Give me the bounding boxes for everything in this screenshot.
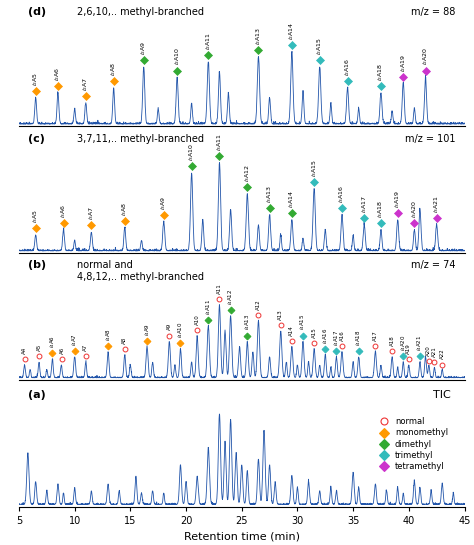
Text: $i_2$A18: $i_2$A18 [376, 63, 385, 81]
Text: A7: A7 [83, 344, 88, 351]
Text: $i_3$A15: $i_3$A15 [310, 159, 319, 177]
Text: $i_2$A11: $i_2$A11 [204, 32, 213, 50]
Text: $i_3$A5: $i_3$A5 [31, 209, 40, 223]
Text: $i_3$A6: $i_3$A6 [59, 204, 68, 218]
Text: $i_4$A17: $i_4$A17 [332, 330, 341, 346]
Text: $i_3$A18: $i_3$A18 [376, 199, 385, 218]
Text: m/z = 88: m/z = 88 [411, 7, 456, 17]
Text: $i_2$A16: $i_2$A16 [343, 57, 352, 76]
Text: $i_3$A14: $i_3$A14 [287, 189, 296, 208]
Text: $i_3$A19: $i_3$A19 [393, 189, 402, 208]
Text: (b): (b) [28, 261, 46, 270]
Text: A20: A20 [427, 346, 431, 356]
Text: $i_2$A10: $i_2$A10 [173, 47, 182, 65]
Text: (c): (c) [28, 134, 45, 143]
Text: $i_2$A6: $i_2$A6 [54, 66, 63, 81]
Text: $i_3$A8: $i_3$A8 [120, 202, 129, 216]
Text: 3,7,11,.. methyl-branched: 3,7,11,.. methyl-branched [77, 134, 204, 143]
Text: 2,6,10,.. methyl-branched: 2,6,10,.. methyl-branched [77, 7, 204, 17]
Text: (d): (d) [28, 7, 46, 17]
Text: $i_2$A19: $i_2$A19 [399, 53, 408, 71]
Text: $i_2$A7: $i_2$A7 [82, 77, 90, 91]
Text: A22: A22 [440, 349, 445, 359]
Text: $i_4$A10: $i_4$A10 [176, 321, 185, 338]
Text: $i_4$A18: $i_4$A18 [354, 329, 363, 346]
Text: $i_4$A13: $i_4$A13 [243, 314, 252, 330]
Text: normal and
4,8,12,.. methyl-branched: normal and 4,8,12,.. methyl-branched [77, 261, 204, 282]
Text: A16: A16 [339, 330, 345, 341]
Text: A19: A19 [406, 343, 411, 354]
Text: A21: A21 [432, 347, 437, 358]
Legend: normal, monomethyl, dimethyl, trimethyl, tetramethyl: normal, monomethyl, dimethyl, trimethyl,… [373, 414, 451, 474]
Text: $i_2$A14: $i_2$A14 [287, 21, 296, 40]
Text: A15: A15 [311, 327, 317, 338]
Text: (a): (a) [28, 390, 46, 399]
Text: $i_4$A11: $i_4$A11 [204, 299, 213, 315]
Text: $i_3$A21: $i_3$A21 [432, 195, 441, 213]
Text: $i_4$A12: $i_4$A12 [226, 288, 235, 305]
Text: A5: A5 [36, 344, 42, 351]
Text: $i_3$A12: $i_3$A12 [243, 164, 252, 182]
Text: A17: A17 [373, 330, 378, 341]
Text: A12: A12 [256, 299, 261, 310]
Text: A6: A6 [60, 347, 65, 354]
Text: $i_4$A8: $i_4$A8 [104, 328, 112, 341]
Text: $i_2$A20: $i_2$A20 [421, 47, 430, 65]
X-axis label: Retention time (min): Retention time (min) [184, 531, 300, 541]
Text: $i_4$A20: $i_4$A20 [399, 335, 408, 351]
Text: $i_4$A7: $i_4$A7 [70, 333, 79, 346]
Text: m/z = 74: m/z = 74 [411, 261, 456, 270]
Text: $i_2$A15: $i_2$A15 [315, 37, 324, 55]
Text: $i_4$A6: $i_4$A6 [48, 335, 57, 348]
Text: $i_3$A11: $i_3$A11 [215, 132, 224, 151]
Text: A8: A8 [122, 337, 128, 344]
Text: $i_3$A17: $i_3$A17 [360, 195, 369, 213]
Text: A10: A10 [195, 314, 200, 325]
Text: A13: A13 [278, 310, 283, 320]
Text: $i_4$A15: $i_4$A15 [299, 314, 308, 330]
Text: $i_2$A8: $i_2$A8 [109, 61, 118, 76]
Text: $i_3$A10: $i_3$A10 [187, 143, 196, 161]
Text: $i_3$A13: $i_3$A13 [265, 184, 274, 203]
Text: m/z = 101: m/z = 101 [405, 134, 456, 143]
Text: A9: A9 [167, 323, 172, 330]
Text: $i_3$A9: $i_3$A9 [159, 195, 168, 210]
Text: $i_3$A20: $i_3$A20 [410, 199, 419, 218]
Text: $i_4$A9: $i_4$A9 [143, 323, 152, 336]
Text: $i_2$A13: $i_2$A13 [254, 26, 263, 45]
Text: TIC: TIC [433, 390, 451, 399]
Text: $i_2$A5: $i_2$A5 [31, 72, 40, 86]
Text: A18: A18 [390, 335, 395, 346]
Text: A14: A14 [289, 325, 294, 336]
Text: $i_3$A16: $i_3$A16 [337, 184, 346, 203]
Text: $i_2$A9: $i_2$A9 [139, 40, 148, 55]
Text: A4: A4 [22, 347, 27, 354]
Text: $i_4$A16: $i_4$A16 [321, 328, 330, 344]
Text: $i_3$A7: $i_3$A7 [87, 205, 96, 220]
Text: $i_4$A21: $i_4$A21 [416, 335, 424, 351]
Text: A11: A11 [217, 283, 222, 294]
